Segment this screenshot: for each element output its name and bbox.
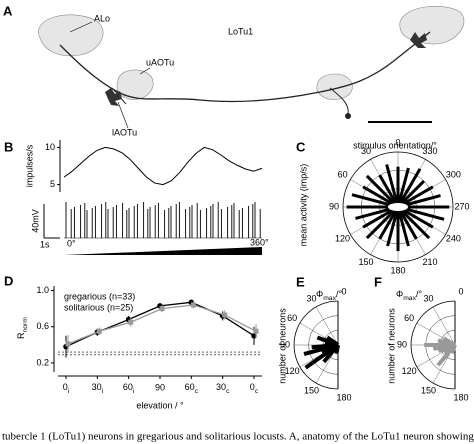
x-tick-label: 30i	[92, 382, 104, 394]
y-tick-label: 0.2	[36, 357, 49, 367]
region-label: ALo	[94, 13, 110, 23]
polar-bar	[397, 205, 434, 229]
angle-tick-label: 0	[341, 286, 346, 296]
voltage-label: 40mV	[30, 209, 40, 233]
neuron-title: LoTu1	[228, 26, 253, 36]
locust-icon	[388, 203, 408, 211]
angle-tick-label: 180	[336, 392, 351, 402]
caption: tubercle 1 (LoTu1) neurons in gregarious…	[2, 431, 474, 443]
marker	[222, 312, 228, 318]
polar-bar	[396, 206, 418, 240]
polar-bar	[396, 167, 410, 208]
polar-bar	[362, 205, 399, 229]
angle-grid	[315, 306, 339, 346]
polar-bar	[385, 164, 400, 208]
region-label: uAOTu	[146, 57, 174, 67]
angle-tick-label: 150	[421, 385, 436, 395]
angle-tick-label: 180	[453, 392, 468, 402]
polar-bar	[386, 206, 400, 247]
angle-tick-label: 60	[404, 313, 414, 323]
marker	[128, 319, 134, 325]
polar-bar	[362, 185, 399, 209]
y-tick-label: 1.0	[36, 285, 49, 295]
x-tick-label: 30c	[216, 382, 230, 394]
angle-tick-label: 30	[423, 293, 433, 303]
polar-bar	[397, 185, 434, 209]
angle-tick-label: 120	[285, 366, 300, 376]
y-axis-label: impulses/s	[24, 144, 34, 187]
angle-tick-label: 60	[338, 169, 348, 179]
angle-tick-label: 90	[280, 339, 290, 349]
polar-title: stimulus orientation/°	[353, 140, 437, 150]
end-label: 360°	[250, 237, 269, 247]
stimulus-wedge	[64, 247, 262, 255]
angle-tick-label: 180	[390, 265, 405, 275]
x-tick-label: 0i	[63, 382, 70, 394]
time-label: 1s	[40, 239, 50, 249]
panel-letter: A	[3, 3, 13, 18]
angle-tick-label: 330	[422, 146, 437, 156]
panel-letter: D	[4, 273, 13, 288]
region-label: lAOTu	[112, 127, 137, 137]
polar-bar	[334, 344, 340, 355]
neuron-anatomy	[38, 6, 465, 129]
y-axis-label: mean activity (imp/s)	[298, 164, 308, 247]
y-axis-label: Rnorm	[16, 317, 28, 339]
y-tick-label: 10	[45, 142, 55, 152]
legend-entry: solitarious (n=25)	[64, 302, 133, 312]
start-label: 0°	[67, 238, 76, 248]
x-tick-label: 60c	[185, 382, 199, 394]
angle-tick-label: 240	[446, 233, 461, 243]
angle-tick-label: 150	[304, 385, 319, 395]
marker	[251, 332, 257, 339]
y-tick-label: 5	[50, 179, 55, 189]
polar-bar	[365, 205, 400, 240]
angle-tick-label: 30	[306, 293, 316, 303]
x-axis-label: elevation / °	[136, 400, 184, 410]
angle-tick-label: 120	[335, 233, 350, 243]
angle-tick-label: 0	[458, 286, 463, 296]
angle-tick-label: 90	[329, 201, 339, 211]
panel-letter: C	[296, 139, 306, 154]
marker	[190, 302, 196, 308]
angle-tick-label: 120	[402, 366, 417, 376]
marker	[253, 328, 259, 334]
angle-tick-label: 270	[454, 201, 469, 211]
polar-title: Φmax/°	[316, 289, 342, 301]
marker	[159, 306, 165, 312]
angle-tick-label: 0	[395, 137, 400, 147]
marker	[96, 328, 102, 334]
polar-bar	[396, 180, 425, 209]
angle-tick-label: 150	[358, 257, 373, 267]
polar-bar	[396, 206, 410, 247]
angle-tick-label: 60	[287, 313, 297, 323]
x-tick-label: 0c	[250, 382, 259, 394]
polar-bar	[378, 174, 400, 208]
polar-title: Φmax/°	[396, 289, 422, 301]
angle-grid	[432, 306, 456, 346]
angle-tick-label: 30	[361, 146, 371, 156]
x-tick-label: 90	[155, 382, 165, 392]
angle-tick-label: 300	[446, 169, 461, 179]
marker	[65, 341, 71, 347]
polar-bar	[378, 206, 400, 240]
x-tick-label: 60i	[123, 382, 135, 394]
y-axis-label: number of neurons	[386, 308, 396, 384]
y-axis-label: number of neurons	[277, 308, 287, 384]
panel-letter: E	[296, 274, 305, 289]
panel-letter: F	[374, 274, 382, 289]
angle-tick-label: 90	[397, 339, 407, 349]
angle-tick-label: 210	[422, 257, 437, 267]
legend-entry: gregarious (n=33)	[64, 291, 135, 301]
polar-bar	[450, 344, 457, 354]
polar-bar	[396, 205, 431, 240]
polar-bar	[396, 168, 422, 208]
polar-bar	[365, 174, 400, 209]
y-tick-label: 0.6	[36, 321, 49, 331]
rate-trace	[63, 146, 263, 186]
panel-letter: B	[4, 139, 13, 154]
